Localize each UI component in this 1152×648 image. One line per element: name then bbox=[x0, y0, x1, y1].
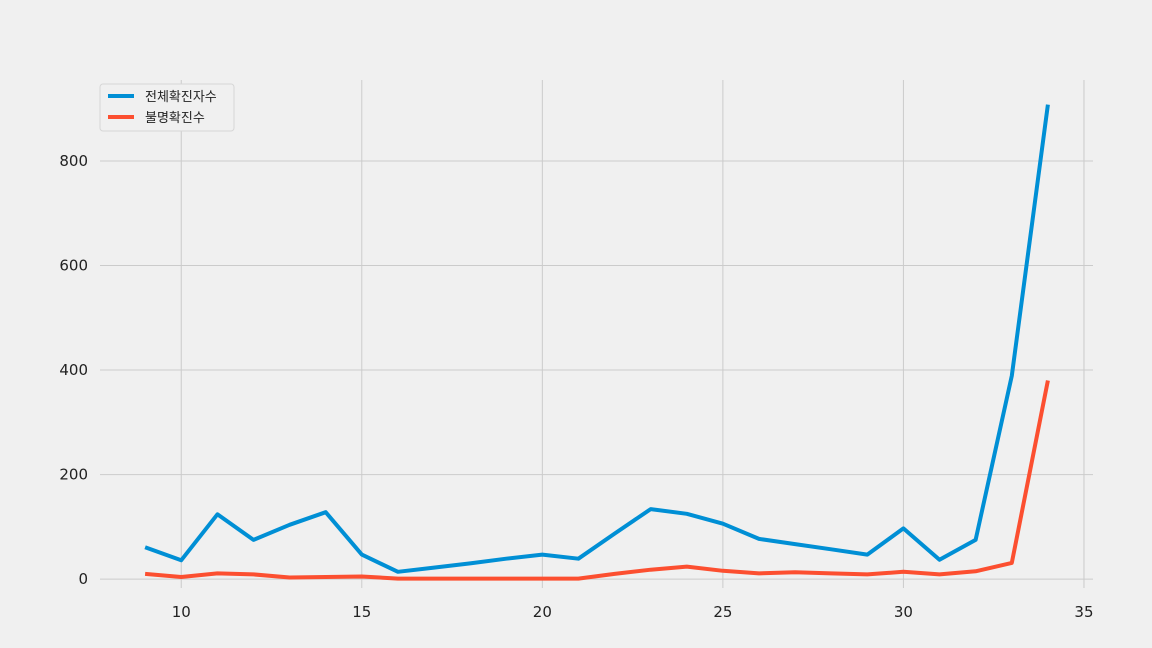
x-tick-label: 35 bbox=[1074, 603, 1093, 621]
y-tick-label: 600 bbox=[59, 257, 88, 275]
series-lines bbox=[144, 104, 1050, 581]
tick-labels: 10 15 20 25 30 35 0 200 400 600 800 bbox=[59, 152, 1093, 621]
series-line-1 bbox=[144, 104, 1050, 574]
legend-label-2: 불명확진수 bbox=[145, 111, 205, 126]
x-tick-label: 10 bbox=[172, 603, 191, 621]
grid bbox=[100, 80, 1093, 588]
x-tick-label: 15 bbox=[352, 603, 371, 621]
y-tick-label: 0 bbox=[78, 570, 88, 588]
legend-label-1: 전체확진자수 bbox=[145, 90, 217, 105]
series-line-2 bbox=[144, 380, 1050, 581]
y-tick-label: 800 bbox=[59, 152, 88, 170]
x-tick-label: 20 bbox=[533, 603, 552, 621]
y-tick-label: 200 bbox=[59, 466, 88, 484]
x-tick-label: 30 bbox=[894, 603, 913, 621]
y-tick-label: 400 bbox=[59, 361, 88, 379]
x-tick-label: 25 bbox=[713, 603, 732, 621]
